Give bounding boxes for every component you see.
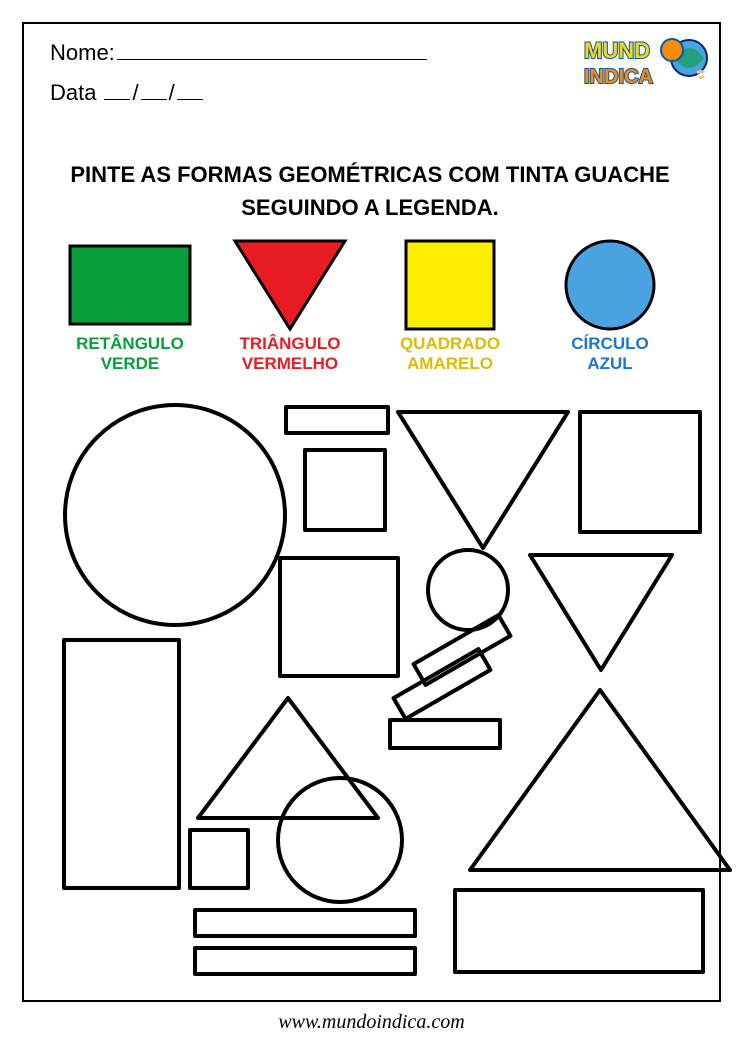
legend-shape-triangle-down: [232, 240, 348, 330]
date-sep-1: /: [132, 80, 138, 106]
header-area: Nome: Data / /: [50, 40, 690, 120]
legend-shape-circle: [563, 240, 657, 330]
shapes-svg: [40, 400, 740, 990]
instruction-line-1: PINTE AS FORMAS GEOMÉTRICAS COM TINTA GU…: [40, 158, 700, 191]
outline-shape-4: [580, 412, 700, 532]
name-label: Nome:: [50, 40, 115, 66]
legend-item-0: RETÂNGULO VERDE: [55, 240, 205, 375]
name-underline: [117, 40, 427, 60]
outline-shape-16: [195, 910, 415, 936]
outline-shape-0: [286, 407, 388, 433]
outline-shape-7: [530, 555, 672, 670]
outline-shape-5: [280, 558, 398, 676]
date-label: Data: [50, 80, 96, 106]
date-underline-2: [141, 80, 167, 100]
date-sep-2: /: [169, 80, 175, 106]
outline-shape-8: [414, 615, 511, 685]
legend-row: RETÂNGULO VERDE TRIÂNGULO VERMELHO QUADRAD…: [50, 240, 690, 375]
outline-shape-17: [195, 948, 415, 974]
instruction-text: PINTE AS FORMAS GEOMÉTRICAS COM TINTA GU…: [40, 158, 700, 224]
legend-shape-rectangle: [67, 240, 193, 330]
legend-label-1: TRIÂNGULO VERMELHO: [239, 334, 340, 375]
outline-shape-11: [198, 698, 378, 818]
outline-shape-18: [455, 890, 703, 972]
shapes-area: [40, 400, 700, 980]
date-underline-3: [177, 80, 203, 100]
outline-shape-10: [64, 640, 179, 888]
outline-shape-15: [278, 778, 402, 902]
outline-shape-12: [390, 720, 500, 748]
date-underline-1: [104, 80, 130, 100]
legend-item-2: QUADRADO AMARELO: [375, 240, 525, 375]
outline-shape-1: [65, 405, 285, 625]
date-line: Data / /: [50, 80, 690, 106]
legend-item-1: TRIÂNGULO VERMELHO: [215, 240, 365, 375]
instruction-line-2: SEGUINDO A LEGENDA.: [40, 191, 700, 224]
outline-shape-13: [470, 690, 730, 870]
outline-shape-14: [190, 830, 248, 888]
footer-url: www.mundoindica.com: [0, 1011, 743, 1034]
legend-shape-square: [403, 240, 497, 330]
legend-item-3: CÍRCULO AZUL: [535, 240, 685, 375]
name-line: Nome:: [50, 40, 690, 66]
legend-label-3: CÍRCULO AZUL: [571, 334, 648, 375]
outline-shape-3: [398, 412, 568, 548]
legend-label-0: RETÂNGULO VERDE: [76, 334, 184, 375]
outline-shape-2: [305, 450, 385, 530]
outline-shape-9: [394, 649, 491, 719]
legend-label-2: QUADRADO AMARELO: [400, 334, 500, 375]
